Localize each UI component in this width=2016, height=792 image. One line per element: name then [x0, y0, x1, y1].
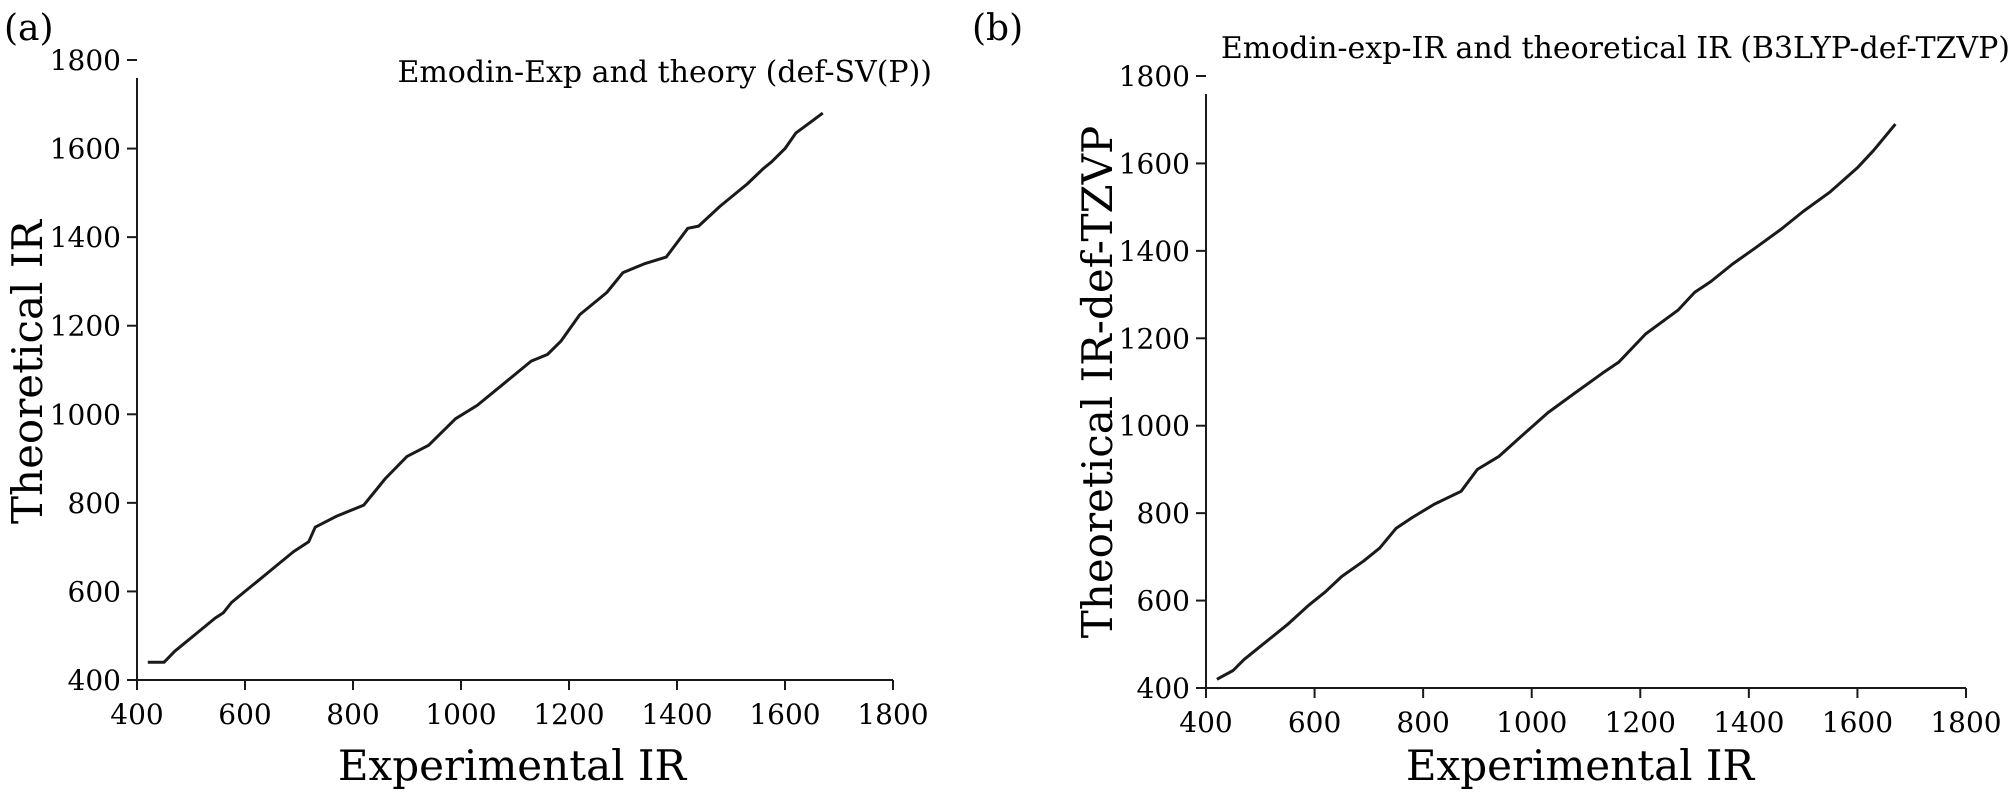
panel-b-y-tick-label: 1600	[1119, 147, 1190, 180]
panel-b-x-tick-label: 1800	[1930, 706, 2001, 739]
panel-a-y-tick-label: 1200	[50, 310, 121, 343]
panel-a-y-tick-label: 800	[68, 487, 121, 520]
panel-b-y-tick-label: 800	[1137, 497, 1190, 530]
panel-b-x-tick-label: 800	[1396, 706, 1449, 739]
panel-a-title: Emodin-Exp and theory (def-SV(P))	[397, 55, 932, 90]
panel-a-y-tick-label: 1400	[50, 221, 121, 254]
panel-b-y-tick-label: 600	[1137, 585, 1190, 618]
panel-a-x-tick-label: 1000	[425, 698, 496, 731]
panel-a-axes	[136, 78, 893, 681]
panel-b-title: Emodin-exp-IR and theoretical IR (B3LYP-…	[1221, 31, 2010, 66]
panel-a-x-tick-label: 600	[218, 698, 271, 731]
panel-b-label: (b)	[972, 8, 1023, 49]
panel-a-x-tick-label: 1800	[857, 698, 928, 731]
panel-b-y-tick-label: 1400	[1119, 235, 1190, 268]
panel-a-x-ticks: 400 600 800 1000 1200 1400 1600 1800	[110, 680, 929, 731]
panel-b-x-tick-label: 1400	[1713, 706, 1784, 739]
panel-b-x-tick-label: 600	[1288, 706, 1341, 739]
panel-a-y-tick-label: 600	[68, 575, 121, 608]
panel-a-x-tick-label: 800	[326, 698, 379, 731]
panel-a-y-tick-label: 1600	[50, 133, 121, 166]
panel-b-x-axis-title: Experimental IR	[1406, 741, 1756, 790]
panel-a-y-tick-label: 1000	[50, 398, 121, 431]
panel-b-y-tick-label: 1800	[1119, 60, 1190, 93]
panel-a-x-tick-label: 1400	[641, 698, 712, 731]
panel-a-y-tick-label: 1800	[50, 44, 121, 77]
panel-b-x-ticks: 400 600 800 1000 1200 1400 1600 1800	[1179, 688, 2002, 739]
panel-a-y-tick-label: 400	[68, 664, 121, 697]
panel-b-series-line	[1216, 123, 1897, 681]
panel-a-series-line	[147, 111, 824, 664]
panel-a-y-ticks: 400 600 800 1000 1200 1400 1600 1800	[50, 44, 137, 697]
chart-panel-b: (b) Emodin-exp-IR and theoretical IR (B3…	[972, 8, 2010, 790]
panel-b-x-tick-label: 1600	[1822, 706, 1893, 739]
panel-b-x-tick-label: 1200	[1605, 706, 1676, 739]
panel-a-y-axis-title: Theoretical IR	[3, 219, 52, 524]
panel-a-x-axis-title: Experimental IR	[338, 741, 688, 790]
panel-b-x-tick-label: 400	[1179, 706, 1232, 739]
panel-a-label: (a)	[4, 8, 54, 49]
chart-panel-a: (a) Emodin-Exp and theory (def-SV(P)) 40…	[3, 8, 932, 790]
panel-b-y-ticks: 400 600 800 1000 1200 1400 1600 1800	[1119, 60, 1206, 705]
panel-b-axes	[1205, 94, 1966, 689]
panel-b-x-tick-label: 1000	[1496, 706, 1567, 739]
panel-b-y-axis-title: Theoretical IR-def-TZVP	[1073, 126, 1122, 638]
panel-b-y-tick-label: 1200	[1119, 322, 1190, 355]
panel-a-x-tick-label: 1600	[749, 698, 820, 731]
panel-a-x-tick-label: 1200	[533, 698, 604, 731]
panel-b-y-tick-label: 1000	[1119, 410, 1190, 443]
panel-a-x-tick-label: 400	[110, 698, 163, 731]
panel-b-y-tick-label: 400	[1137, 672, 1190, 705]
